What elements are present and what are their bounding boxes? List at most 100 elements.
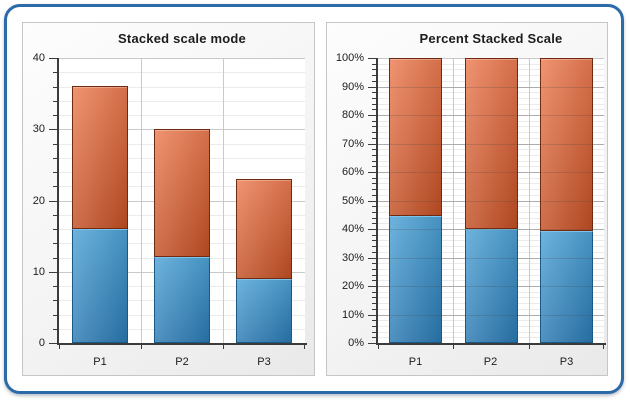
bar-segment-orange-P3 bbox=[236, 179, 292, 279]
y-axis-label: 0 bbox=[38, 337, 45, 349]
bar-segment-orange-P1 bbox=[389, 58, 442, 216]
y-minor-tick bbox=[53, 87, 57, 88]
y-minor-tick bbox=[53, 329, 57, 330]
y-major-gridline-overlay bbox=[378, 87, 604, 88]
y-minor-tick bbox=[372, 309, 376, 310]
stacked-chart-panel: Stacked scale mode 0 10 20 30 40 P1 P2 P3 bbox=[22, 22, 315, 376]
y-major-tick bbox=[49, 343, 57, 344]
y-major-tick bbox=[368, 229, 376, 230]
x-axis-line bbox=[376, 343, 606, 345]
y-minor-tick bbox=[372, 252, 376, 253]
y-minor-tick bbox=[53, 101, 57, 102]
y-minor-tick bbox=[372, 263, 376, 264]
y-minor-tick bbox=[372, 337, 376, 338]
y-axis-label: 20% bbox=[341, 280, 364, 292]
y-axis-label: 20 bbox=[32, 195, 45, 207]
y-minor-tick bbox=[372, 275, 376, 276]
y-axis-label: 30 bbox=[32, 123, 45, 135]
y-minor-gridline bbox=[59, 87, 305, 88]
bar-segment-blue-P2 bbox=[154, 257, 210, 343]
y-minor-tick bbox=[372, 189, 376, 190]
y-minor-tick bbox=[53, 315, 57, 316]
y-axis-label: 10 bbox=[32, 266, 45, 278]
y-minor-tick bbox=[53, 158, 57, 159]
y-minor-tick bbox=[53, 229, 57, 230]
y-minor-tick bbox=[372, 326, 376, 327]
y-major-tick bbox=[368, 315, 376, 316]
x-axis-label: P3 bbox=[257, 356, 271, 368]
y-axis-label: 80% bbox=[341, 109, 364, 121]
y-major-tick bbox=[368, 115, 376, 116]
plot-area-percent: 0% 10% 20% 30% 40% 50% 60% 70% 80% 90% 100% P1 P2 P3 bbox=[336, 52, 606, 368]
bar-segment-orange-P1 bbox=[72, 86, 128, 229]
y-minor-tick bbox=[53, 144, 57, 145]
category-gridline bbox=[141, 58, 142, 343]
percent-stacked-chart-panel: Percent Stacked Scale 0% 10% 20% 30% 40% 50% 6… bbox=[326, 22, 608, 376]
chart-title-stacked: Stacked scale mode bbox=[118, 31, 246, 46]
y-axis-label: 50% bbox=[341, 195, 364, 207]
y-axis-line bbox=[376, 58, 378, 345]
y-axis-label: 70% bbox=[341, 138, 364, 150]
y-major-tick bbox=[368, 258, 376, 259]
x-axis-line bbox=[57, 343, 307, 345]
y-major-tick bbox=[368, 87, 376, 88]
y-axis-label: 40 bbox=[32, 52, 45, 64]
y-minor-tick bbox=[372, 223, 376, 224]
y-minor-tick bbox=[53, 215, 57, 216]
y-major-gridline-overlay bbox=[378, 172, 604, 173]
x-axis-label: P1 bbox=[408, 356, 423, 368]
x-tick bbox=[603, 345, 604, 349]
y-major-tick bbox=[368, 286, 376, 287]
y-minor-tick bbox=[372, 280, 376, 281]
y-minor-tick bbox=[53, 186, 57, 187]
bar-segment-orange-P2 bbox=[465, 58, 518, 229]
y-major-tick bbox=[368, 343, 376, 344]
y-minor-tick bbox=[53, 243, 57, 244]
y-major-gridline-overlay bbox=[378, 115, 604, 116]
y-minor-tick bbox=[372, 166, 376, 167]
y-major-gridline-overlay bbox=[378, 229, 604, 230]
y-major-gridline-overlay bbox=[378, 144, 604, 145]
y-minor-gridline bbox=[59, 72, 305, 73]
y-axis-line bbox=[57, 58, 59, 345]
y-major-tick bbox=[368, 58, 376, 59]
y-minor-tick bbox=[372, 109, 376, 110]
y-minor-tick bbox=[53, 115, 57, 116]
y-minor-tick bbox=[372, 332, 376, 333]
y-axis-label: 60% bbox=[341, 166, 364, 178]
y-major-gridline bbox=[59, 58, 305, 59]
y-minor-tick bbox=[372, 149, 376, 150]
y-major-tick bbox=[49, 129, 57, 130]
y-minor-tick bbox=[372, 206, 376, 207]
y-minor-tick bbox=[372, 183, 376, 184]
bar-segment-blue-P1 bbox=[72, 229, 128, 343]
y-minor-tick bbox=[372, 246, 376, 247]
y-minor-tick bbox=[372, 104, 376, 105]
y-major-tick bbox=[368, 201, 376, 202]
y-minor-tick bbox=[372, 132, 376, 133]
y-minor-tick bbox=[372, 178, 376, 179]
y-minor-tick bbox=[372, 138, 376, 139]
x-tick bbox=[223, 345, 224, 349]
y-minor-tick bbox=[372, 155, 376, 156]
y-minor-tick bbox=[372, 126, 376, 127]
bar-segment-blue-P2 bbox=[465, 229, 518, 343]
y-minor-tick bbox=[372, 212, 376, 213]
x-tick bbox=[141, 345, 142, 349]
y-major-tick bbox=[49, 58, 57, 59]
y-axis-label: 90% bbox=[341, 81, 364, 93]
y-minor-tick bbox=[372, 161, 376, 162]
y-minor-tick bbox=[372, 240, 376, 241]
y-minor-tick bbox=[372, 64, 376, 65]
y-minor-tick bbox=[372, 297, 376, 298]
x-tick bbox=[378, 345, 379, 349]
x-axis-label: P3 bbox=[559, 356, 574, 368]
category-gridline bbox=[529, 58, 530, 343]
y-major-gridline-overlay bbox=[378, 201, 604, 202]
bar-segment-orange-P2 bbox=[154, 129, 210, 257]
y-minor-tick bbox=[372, 320, 376, 321]
y-major-gridline-overlay bbox=[378, 258, 604, 259]
y-minor-gridline bbox=[59, 101, 305, 102]
x-tick bbox=[304, 345, 305, 349]
y-minor-tick bbox=[53, 258, 57, 259]
